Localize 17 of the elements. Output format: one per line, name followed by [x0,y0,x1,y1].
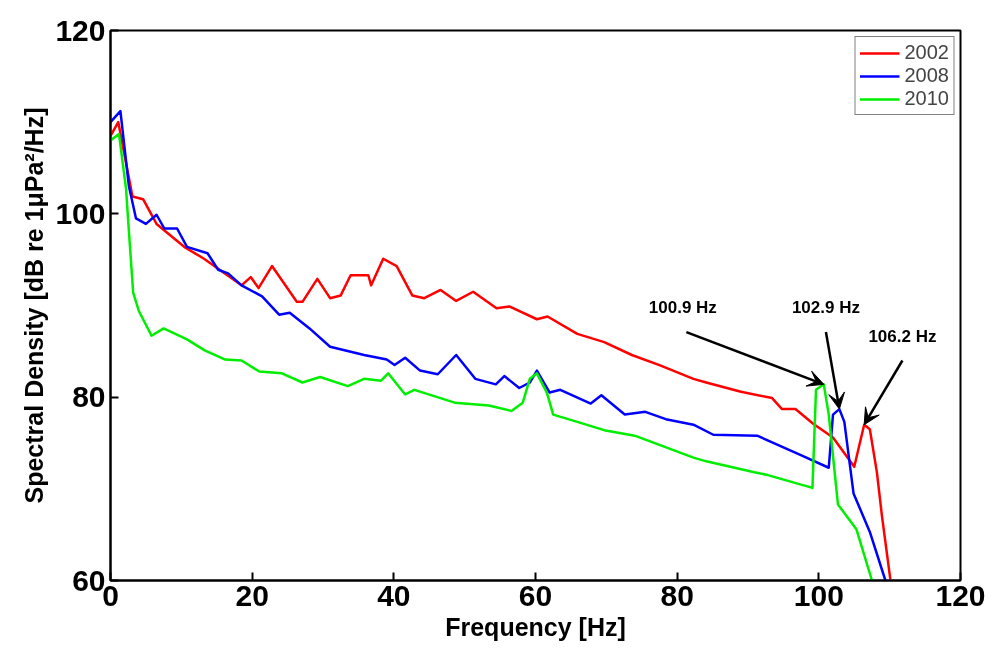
annotation: 102.9 Hz [791,298,860,318]
y-axis-title: Spectral Density [dB re 1μPa²/Hz] [20,107,49,504]
x-axis-title: Frequency [Hz] [445,612,626,641]
legend-label: 2010 [904,87,949,110]
x-tick-label: 80 [660,578,694,612]
y-tick-label: 80 [72,380,106,414]
legend-label: 2008 [904,64,949,87]
x-tick-label: 40 [377,578,411,612]
x-tick-label: 100 [793,578,844,612]
annotation: 100.9 Hz [648,298,717,318]
x-tick-label: 120 [935,578,986,612]
legend-label: 2002 [904,41,949,64]
y-tick-label: 100 [55,196,106,230]
x-tick-label: 20 [235,578,269,612]
y-tick-label: 120 [55,13,106,47]
annotation: 106.2 Hz [868,326,937,346]
x-tick-label: 60 [518,578,553,612]
